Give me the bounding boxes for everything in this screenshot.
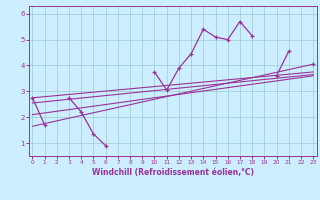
X-axis label: Windchill (Refroidissement éolien,°C): Windchill (Refroidissement éolien,°C) (92, 168, 254, 177)
